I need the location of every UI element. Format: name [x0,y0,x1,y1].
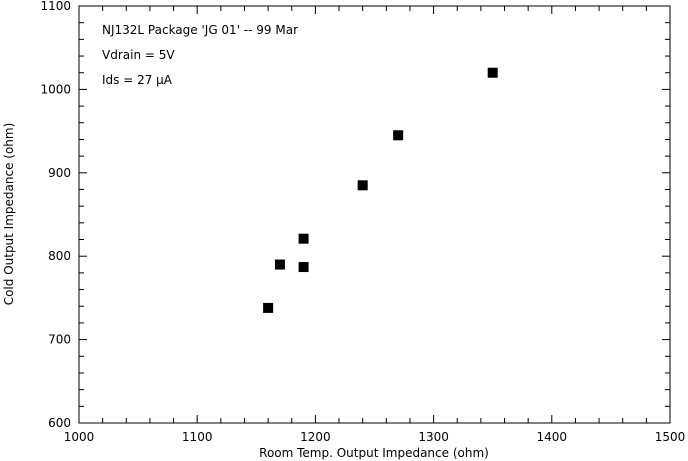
data-point [357,180,368,191]
y-axis-label: Cold Output Impedance (ohm) [2,123,16,306]
x-tick-label: 1500 [655,430,686,444]
data-point [298,262,309,273]
plot-frame [78,5,671,424]
data-point [393,130,404,141]
annotation-title: NJ132L Package 'JG 01' -- 99 Mar [102,23,298,37]
y-tick-label: 1100 [40,0,71,13]
data-point [298,233,309,244]
x-tick-label: 1300 [418,430,449,444]
x-axis-label: Room Temp. Output Impedance (ohm) [259,446,489,460]
data-point [274,259,285,270]
y-tick-label: 800 [48,249,71,263]
data-point [487,67,498,78]
y-tick-label: 600 [48,416,71,430]
y-tick-label: 700 [48,333,71,347]
x-tick-label: 1400 [537,430,568,444]
x-tick-label: 1100 [182,430,213,444]
y-tick-label: 900 [48,166,71,180]
x-tick-label: 1000 [64,430,95,444]
annotation-vdrain: Vdrain = 5V [102,48,175,62]
x-tick-label: 1200 [300,430,331,444]
annotation-ids: Ids = 27 μA [102,73,173,87]
data-point [263,302,274,313]
y-tick-label: 1000 [40,82,71,96]
